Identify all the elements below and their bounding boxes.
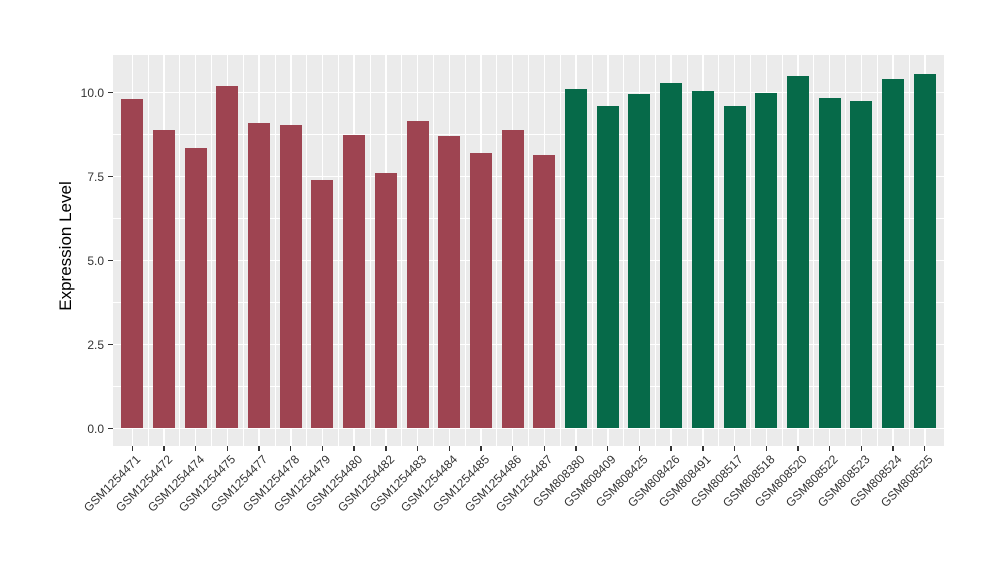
bar [850, 101, 873, 429]
x-axis-tick [258, 446, 260, 451]
vertical-minor-gridline [274, 55, 276, 446]
vertical-minor-gridline [147, 55, 149, 446]
x-axis-tick [702, 446, 704, 451]
bar [469, 153, 492, 429]
x-axis-tick [575, 446, 577, 451]
x-axis-tick [797, 446, 799, 451]
vertical-minor-gridline [718, 55, 720, 446]
x-axis-tick [385, 446, 387, 451]
y-tick-label: 0.0 [87, 421, 104, 436]
bar [501, 129, 524, 429]
x-axis-tick [448, 446, 450, 451]
x-axis-tick [511, 446, 514, 451]
x-axis-tick [924, 446, 926, 451]
vertical-minor-gridline [623, 55, 624, 446]
bar [152, 129, 175, 429]
bar [691, 91, 714, 429]
bar [818, 97, 841, 429]
x-axis-tick [290, 446, 292, 451]
vertical-minor-gridline [496, 55, 498, 446]
y-tick-label: 7.5 [87, 169, 104, 184]
bar [596, 106, 619, 429]
vertical-minor-gridline [813, 55, 815, 446]
x-axis-tick [131, 446, 133, 451]
x-axis-tick [638, 446, 641, 451]
x-axis-tick [321, 446, 324, 451]
x-axis-tick [670, 446, 672, 451]
vertical-minor-gridline [337, 55, 339, 446]
vertical-minor-gridline [433, 55, 434, 446]
y-axis-title: Expression Level [56, 181, 75, 311]
bar [406, 121, 429, 429]
x-axis-tick [353, 446, 355, 451]
vertical-minor-gridline [242, 55, 244, 446]
x-axis-tick [607, 446, 609, 451]
bar [374, 173, 397, 429]
bar [311, 180, 334, 429]
vertical-minor-gridline [876, 55, 878, 446]
bar [184, 148, 207, 429]
vertical-minor-gridline [306, 55, 307, 446]
vertical-minor-gridline [369, 55, 371, 446]
x-axis-tick [892, 446, 894, 451]
bar [660, 82, 683, 429]
vertical-minor-gridline [559, 55, 561, 446]
bar [882, 79, 905, 429]
y-tick-label: 2.5 [87, 337, 104, 352]
vertical-minor-gridline [781, 55, 783, 446]
x-axis-tick [480, 446, 482, 451]
y-axis-tick [108, 175, 113, 178]
vertical-minor-gridline [908, 55, 910, 446]
plot-panel [113, 55, 944, 446]
x-axis-tick [860, 446, 863, 451]
x-axis-tick [163, 446, 165, 451]
x-axis-tick [828, 446, 831, 451]
bar [216, 85, 239, 429]
bar [913, 74, 936, 429]
bar [121, 99, 144, 429]
vertical-minor-gridline [211, 55, 212, 446]
y-axis-tick [108, 427, 113, 430]
y-axis-tick [108, 92, 113, 94]
vertical-minor-gridline [845, 55, 846, 446]
vertical-minor-gridline [528, 55, 529, 446]
y-axis-tick [108, 259, 113, 262]
y-tick-label: 5.0 [87, 253, 104, 268]
bar [343, 134, 366, 429]
vertical-minor-gridline [750, 55, 751, 446]
bar [279, 124, 302, 429]
vertical-minor-gridline [654, 55, 656, 446]
vertical-minor-gridline [401, 55, 403, 446]
x-axis-tick [765, 446, 767, 451]
bar [628, 94, 651, 429]
bar [755, 92, 778, 429]
y-tick-label: 10.0 [80, 85, 104, 100]
vertical-minor-gridline [591, 55, 593, 446]
x-axis-tick [194, 446, 197, 451]
vertical-minor-gridline [179, 55, 181, 446]
bar [565, 89, 588, 429]
x-axis-tick [226, 446, 229, 451]
vertical-minor-gridline [464, 55, 466, 446]
bar [786, 75, 809, 429]
y-axis-tick [108, 343, 113, 346]
x-axis-tick [543, 446, 546, 451]
x-axis-tick [733, 446, 736, 451]
vertical-minor-gridline [686, 55, 688, 446]
bar [438, 136, 461, 429]
bar [723, 106, 746, 429]
bar [248, 122, 271, 429]
x-axis-tick [416, 446, 419, 451]
bar [533, 154, 556, 429]
